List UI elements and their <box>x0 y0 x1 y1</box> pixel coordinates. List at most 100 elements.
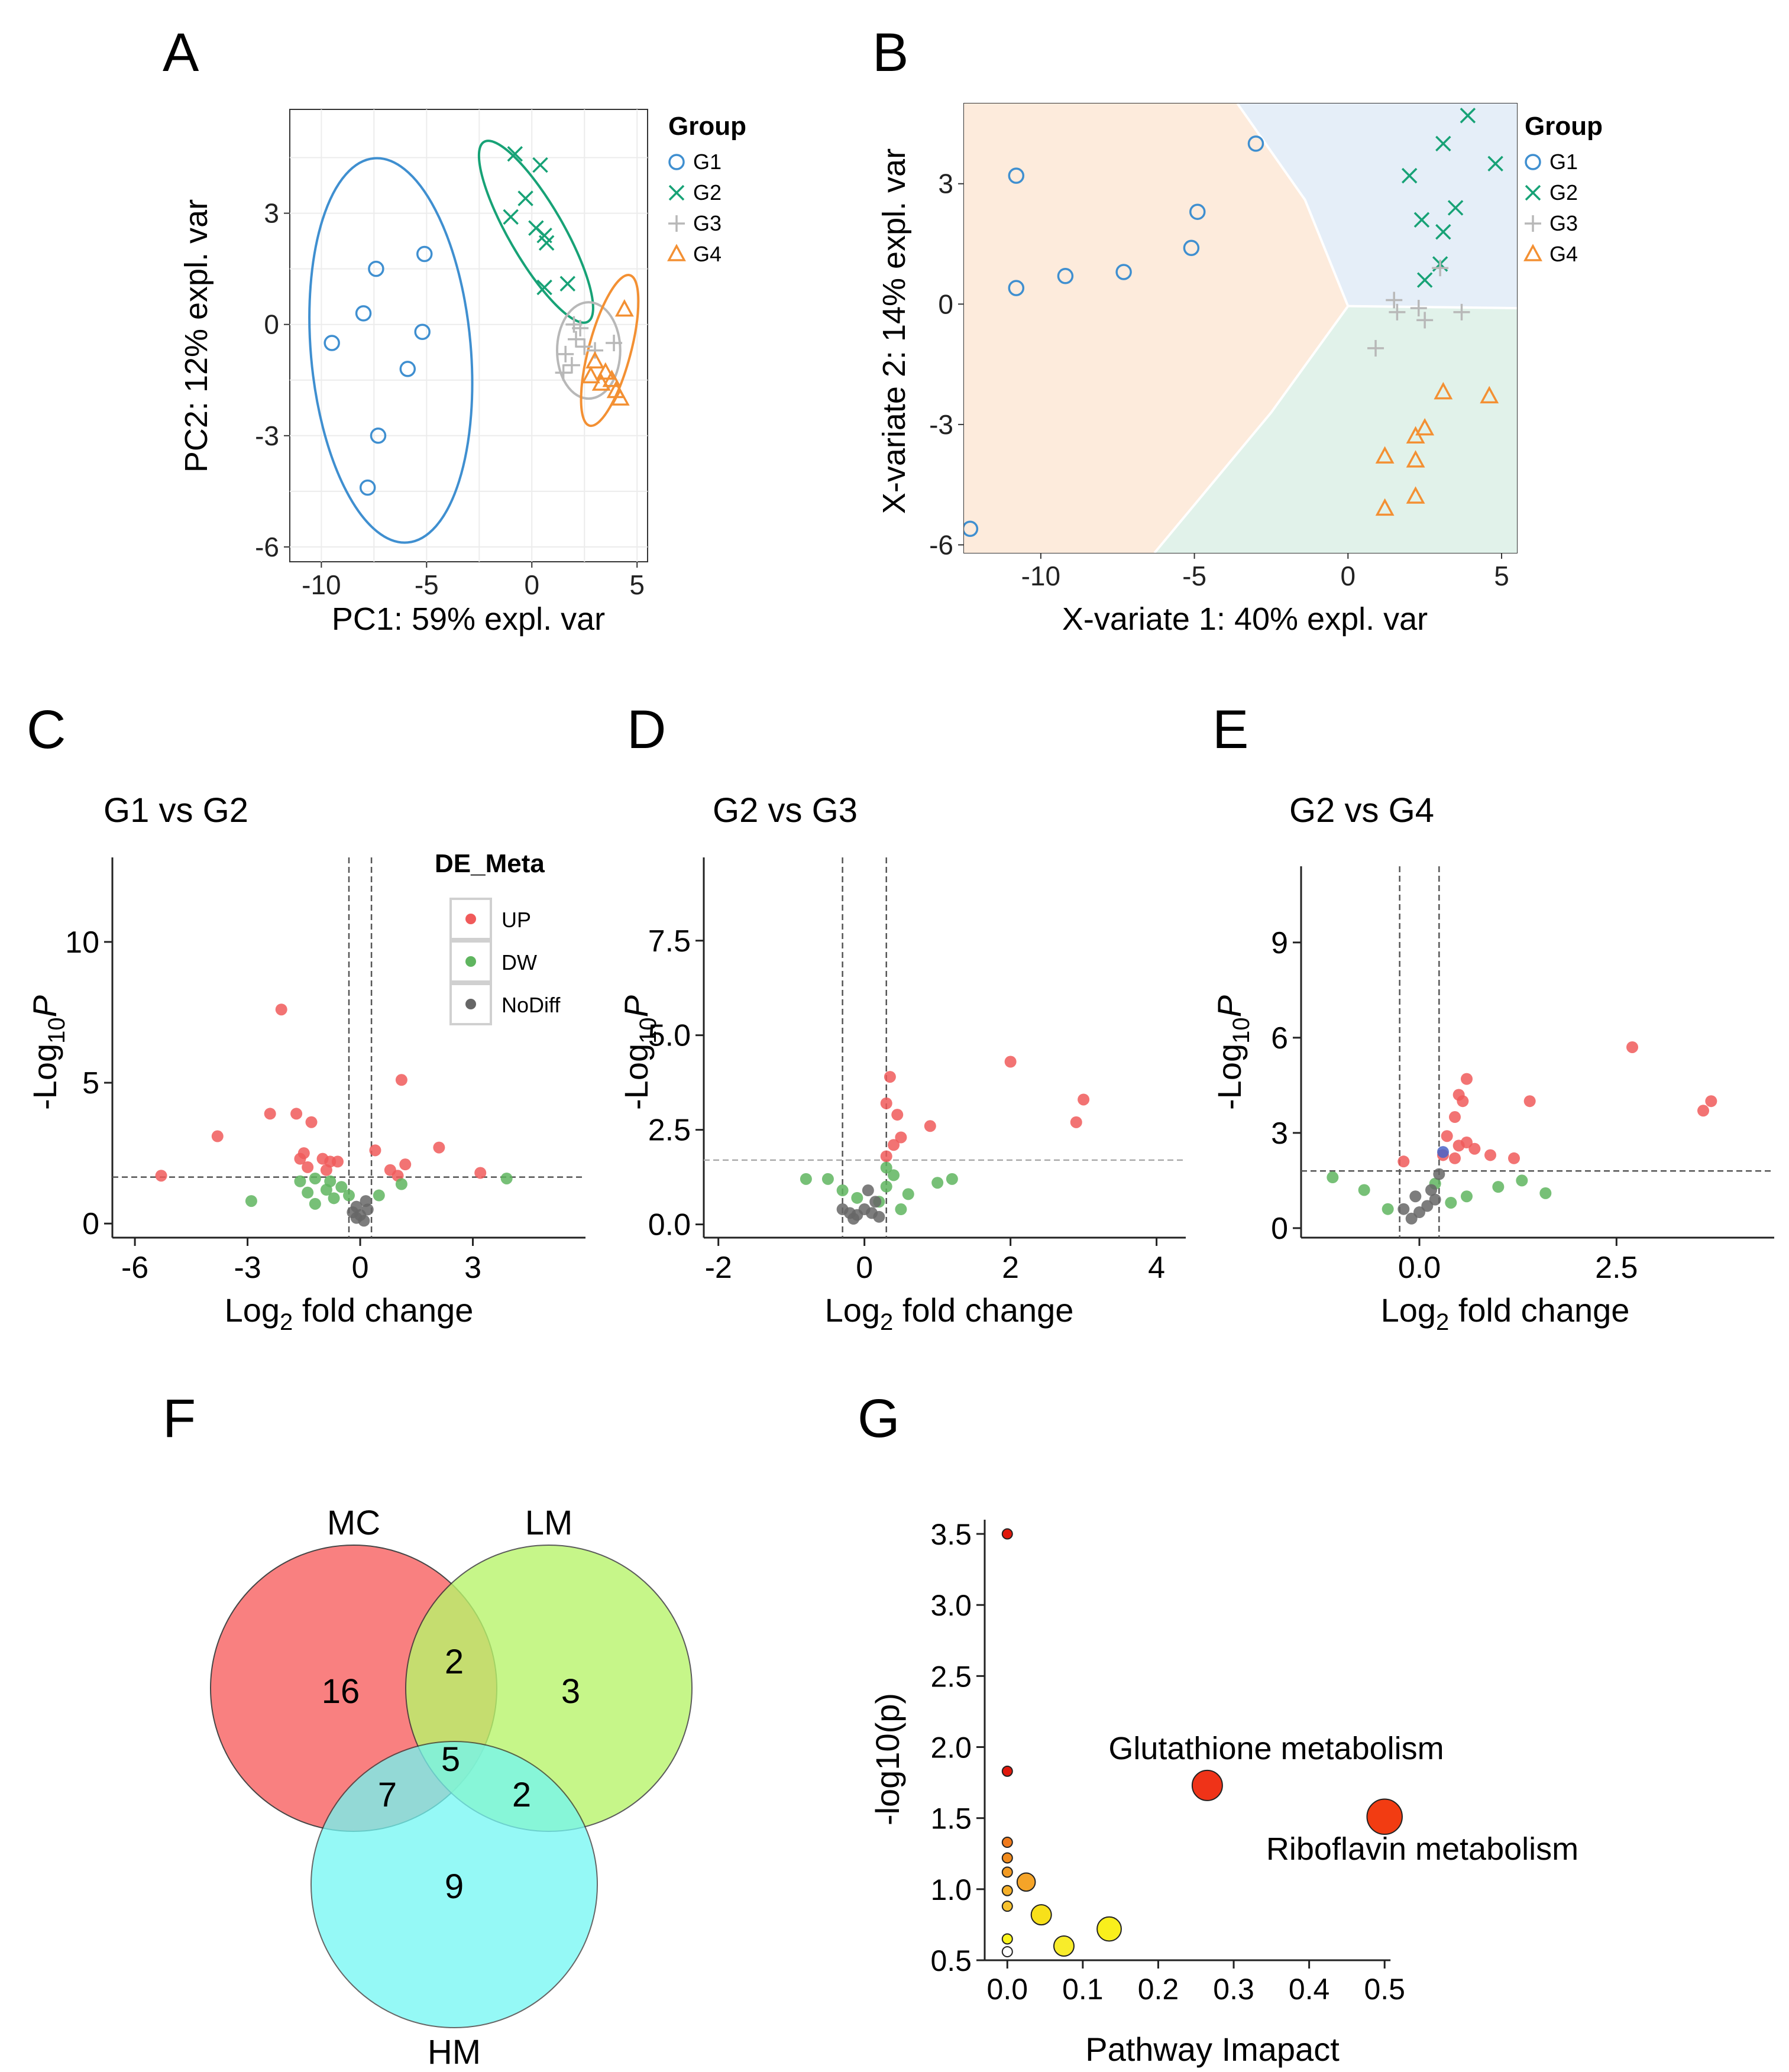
x-stroke <box>1487 156 1503 172</box>
panel-b-legend-label-g1: G1 <box>1549 150 1578 174</box>
panel-letter-a: A <box>163 22 199 83</box>
point-nodiff <box>1409 1190 1422 1203</box>
y-tick-label: 0 <box>264 309 279 340</box>
panel-e-xlabel-sub: 2 <box>1436 1309 1449 1335</box>
panel-a-legend-marker-g1 <box>668 154 685 170</box>
point-nodiff <box>869 1196 882 1208</box>
pathway-point <box>1191 1769 1223 1801</box>
point-g2 <box>1413 212 1430 228</box>
point-g4 <box>1375 446 1395 464</box>
panel-letter-c: C <box>27 700 66 760</box>
panel-b-legend-marker-g4 <box>1523 244 1542 261</box>
pathway-point <box>1001 1885 1013 1896</box>
point-dw <box>324 1175 337 1187</box>
panel-c-x-tick-label: 0 <box>352 1251 369 1285</box>
panel-c-legend-dot-up <box>465 914 476 924</box>
x-tick-label: 5 <box>629 569 645 600</box>
point-nodiff <box>847 1213 860 1225</box>
ellipse-g1 <box>308 157 474 544</box>
panel-c-title: G1 vs G2 <box>103 791 248 830</box>
panel-d-x-tick-label: 0 <box>856 1251 873 1285</box>
point-g2 <box>1447 200 1464 216</box>
point-nodiff <box>873 1210 885 1223</box>
point-dw <box>895 1203 907 1216</box>
panel-c-ylabel-log: -Log <box>26 1044 63 1110</box>
panel-d-y-tick-label: 2.5 <box>648 1113 691 1148</box>
point-up <box>1468 1142 1481 1155</box>
point-g2 <box>503 209 519 225</box>
panel-g-y-tick-label: 3.0 <box>930 1589 972 1622</box>
point-g3 <box>1367 339 1384 357</box>
y-tick-label: -3 <box>255 420 279 451</box>
panel-c-ylabel: -Log10P <box>26 995 70 1110</box>
venn-circle-hm <box>310 1741 598 2028</box>
x-tick-label: 0 <box>524 569 539 600</box>
point-dw <box>902 1188 914 1200</box>
venn-count-all: 5 <box>441 1740 460 1779</box>
point-up <box>275 1003 287 1016</box>
point-up <box>891 1109 904 1121</box>
point-dw <box>1492 1181 1505 1193</box>
panel-e-ylabel-log: -Log <box>1211 1044 1248 1110</box>
panel-d-xlabel-sub: 2 <box>880 1309 893 1335</box>
panel-a-legend-label-g4: G4 <box>693 242 722 266</box>
point-dw <box>888 1169 900 1181</box>
panel-g-y-tick-label: 1.0 <box>930 1873 972 1906</box>
ellipse-g4 <box>580 274 640 428</box>
pathway-point <box>1001 1901 1013 1912</box>
panel-g-x-tick-label: 0.4 <box>1289 1973 1330 2006</box>
panel-c-y-tick-label: 0 <box>82 1207 99 1241</box>
panel-b-legend-marker-g2 <box>1525 184 1541 201</box>
point-up <box>1070 1116 1082 1128</box>
panel-c-legend-label-up: UP <box>502 908 531 932</box>
point-g1 <box>1189 203 1206 220</box>
x-tick-label: 5 <box>1494 561 1509 591</box>
panel-g-pathway: 0.0 0.1 0.2 0.3 0.4 0.50.51.01.52.02.53.03.5 … <box>869 1518 1578 2068</box>
panel-a-legend-marker-g4 <box>667 244 686 261</box>
point-dw <box>1461 1190 1473 1203</box>
venn-label-lm: LM <box>525 1504 573 1542</box>
point-nodiff <box>1397 1203 1410 1215</box>
panel-d-ylabel: -Log10P <box>617 995 661 1110</box>
point-dw <box>851 1192 863 1204</box>
x-stroke <box>559 276 576 292</box>
x-stroke <box>528 220 544 236</box>
point-up <box>1461 1136 1473 1148</box>
ellipse-g2 <box>477 140 594 324</box>
x-stroke <box>1401 167 1418 184</box>
x-tick-label: -5 <box>415 569 439 600</box>
point-g1 <box>1247 135 1264 152</box>
panel-g-x-tick-label: 0.3 <box>1213 1973 1254 2006</box>
ellipse-g3 <box>555 301 622 400</box>
panel-letter-b: B <box>872 22 908 83</box>
venn-count-hm-only: 9 <box>445 1867 464 1906</box>
panel-e-x-tick-label: 2.5 <box>1595 1251 1638 1285</box>
point-nodiff <box>1429 1193 1441 1206</box>
point-dw <box>931 1177 944 1189</box>
point-g1 <box>399 361 416 377</box>
panel-letter-e: E <box>1212 700 1248 760</box>
point-up <box>880 1097 892 1109</box>
point-up <box>155 1170 167 1182</box>
point-g4 <box>1406 426 1425 443</box>
point-up <box>1449 1111 1461 1124</box>
point-nodiff <box>836 1203 849 1216</box>
point-up <box>395 1074 407 1086</box>
venn-label-hm: HM <box>428 2033 481 2071</box>
point-up <box>1697 1105 1709 1117</box>
panel-b-legend-label-g3: G3 <box>1549 211 1578 235</box>
point-g3 <box>563 357 580 374</box>
x-stroke <box>1525 184 1541 201</box>
y-tick-label: 0 <box>938 289 953 319</box>
panel-d-x-tick-label: -2 <box>705 1251 732 1285</box>
point-g3 <box>1432 260 1449 277</box>
point-up <box>888 1139 900 1151</box>
panel-e-y-tick-label: 3 <box>1271 1116 1288 1151</box>
panel-e-ylabel: -Log10P <box>1211 995 1254 1110</box>
point-dw <box>946 1173 958 1185</box>
point-g2 <box>536 227 552 244</box>
pathway-point <box>1001 1765 1013 1777</box>
point-dw <box>1445 1196 1457 1209</box>
panel-c-x-tick-label: -6 <box>121 1251 148 1285</box>
point-g1 <box>416 245 433 263</box>
